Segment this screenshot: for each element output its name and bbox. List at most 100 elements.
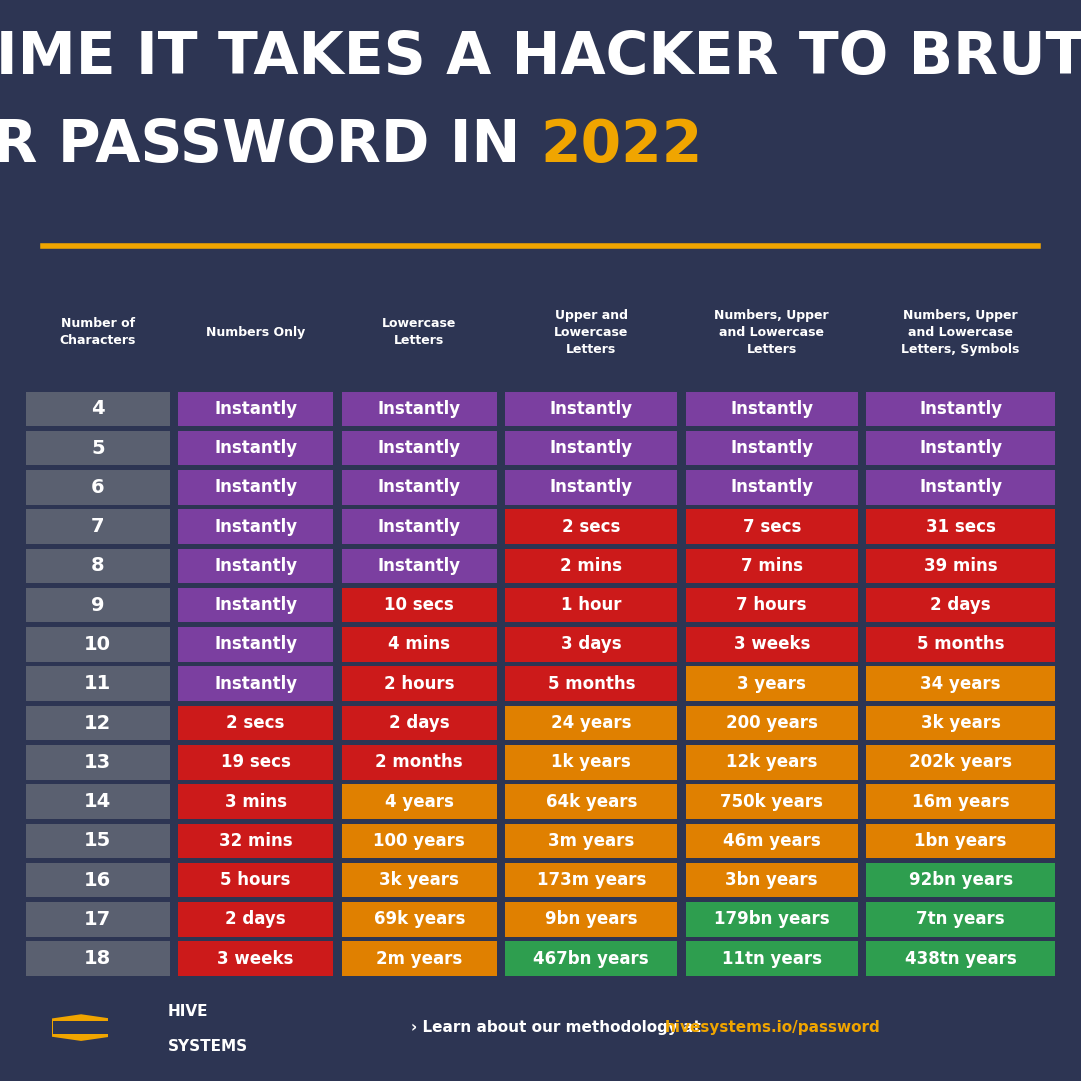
Bar (685, 549, 858, 583)
Bar (685, 706, 858, 740)
Bar (26, 588, 170, 623)
Bar (178, 470, 333, 505)
Text: 3m years: 3m years (548, 832, 635, 850)
Bar (866, 667, 1055, 700)
Bar (178, 785, 333, 818)
Text: 2 days: 2 days (225, 910, 286, 929)
Text: 46m years: 46m years (723, 832, 820, 850)
Text: 2m years: 2m years (376, 950, 463, 967)
Text: 3k years: 3k years (379, 871, 459, 889)
Text: 6: 6 (91, 478, 105, 497)
Bar (866, 706, 1055, 740)
Bar (685, 627, 858, 662)
Text: 32 mins: 32 mins (218, 832, 293, 850)
Text: FORCE YOUR PASSWORD IN: FORCE YOUR PASSWORD IN (0, 117, 540, 174)
Text: 10: 10 (84, 635, 111, 654)
Text: 467bn years: 467bn years (533, 950, 649, 967)
Text: 9: 9 (91, 596, 105, 615)
Bar (342, 391, 497, 426)
Text: 7 hours: 7 hours (736, 597, 808, 614)
Bar (342, 509, 497, 544)
Bar (685, 785, 858, 818)
Bar (26, 470, 170, 505)
Text: 5 hours: 5 hours (221, 871, 291, 889)
Bar (866, 745, 1055, 779)
Bar (178, 667, 333, 700)
Text: 1k years: 1k years (551, 753, 631, 771)
Text: 16m years: 16m years (912, 792, 1010, 811)
Bar (178, 824, 333, 858)
Bar (26, 785, 170, 818)
Bar (505, 785, 678, 818)
Text: 3 weeks: 3 weeks (217, 950, 294, 967)
Bar (26, 549, 170, 583)
Bar (342, 706, 497, 740)
Text: Numbers Only: Numbers Only (206, 325, 305, 339)
Text: 2 secs: 2 secs (227, 715, 285, 732)
Bar (685, 863, 858, 897)
Bar (342, 667, 497, 700)
Bar (505, 903, 678, 936)
Bar (178, 509, 333, 544)
Bar (505, 824, 678, 858)
Bar (505, 588, 678, 623)
Bar (505, 549, 678, 583)
Text: 3 days: 3 days (561, 636, 622, 653)
Text: Instantly: Instantly (214, 636, 297, 653)
Bar (53, 1022, 109, 1033)
Text: 14: 14 (84, 792, 111, 811)
Text: hivesystems.io/password: hivesystems.io/password (665, 1020, 881, 1036)
Text: Number of
Characters: Number of Characters (59, 318, 136, 347)
Text: Instantly: Instantly (214, 597, 297, 614)
Bar (505, 863, 678, 897)
Text: 202k years: 202k years (909, 753, 1012, 771)
Text: 2 months: 2 months (375, 753, 463, 771)
Bar (178, 627, 333, 662)
Text: 2 secs: 2 secs (562, 518, 620, 535)
Bar (505, 391, 678, 426)
Text: 438tn years: 438tn years (905, 950, 1016, 967)
Bar (866, 470, 1055, 505)
Polygon shape (35, 1014, 128, 1041)
Text: 173m years: 173m years (536, 871, 646, 889)
Bar (26, 863, 170, 897)
Text: Instantly: Instantly (730, 400, 813, 417)
Bar (26, 745, 170, 779)
Text: 5 months: 5 months (547, 675, 635, 693)
Bar (866, 942, 1055, 976)
Text: TIME IT TAKES A HACKER TO BRUTE: TIME IT TAKES A HACKER TO BRUTE (0, 28, 1081, 85)
Bar (26, 627, 170, 662)
Text: 2 days: 2 days (389, 715, 450, 732)
Text: 750k years: 750k years (720, 792, 823, 811)
Text: 15: 15 (84, 831, 111, 851)
Bar (342, 824, 497, 858)
Text: 9bn years: 9bn years (545, 910, 638, 929)
Text: Instantly: Instantly (377, 557, 461, 575)
Text: 34 years: 34 years (920, 675, 1001, 693)
Text: Instantly: Instantly (377, 518, 461, 535)
Text: 3 years: 3 years (737, 675, 806, 693)
Bar (342, 785, 497, 818)
Bar (178, 549, 333, 583)
Text: 17: 17 (84, 910, 111, 929)
Bar (685, 667, 858, 700)
Text: 12: 12 (84, 713, 111, 733)
Bar (342, 942, 497, 976)
Bar (505, 706, 678, 740)
Text: Instantly: Instantly (919, 479, 1002, 496)
Text: Instantly: Instantly (919, 400, 1002, 417)
Text: 16: 16 (84, 870, 111, 890)
Text: 39 mins: 39 mins (924, 557, 998, 575)
Text: 8: 8 (91, 557, 105, 575)
Bar (685, 942, 858, 976)
Text: 12k years: 12k years (726, 753, 817, 771)
Text: 2022: 2022 (540, 117, 703, 174)
Bar (866, 431, 1055, 465)
Bar (505, 431, 678, 465)
Bar (866, 785, 1055, 818)
Text: Instantly: Instantly (377, 479, 461, 496)
Bar (26, 706, 170, 740)
Bar (26, 903, 170, 936)
Bar (866, 863, 1055, 897)
Bar (342, 627, 497, 662)
